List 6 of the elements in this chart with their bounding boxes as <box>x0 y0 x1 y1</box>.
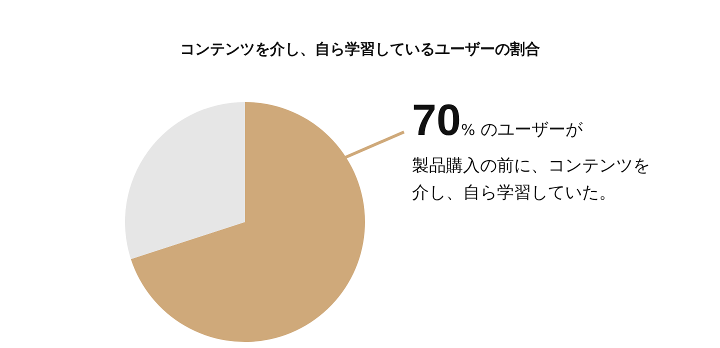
text: 製品購入の前に、コンテンツを <box>412 155 650 178</box>
text: 70% のユーザーが <box>412 96 583 145</box>
text: 介し、自ら学習していた。 <box>412 182 617 205</box>
pie-slice <box>125 102 245 260</box>
pie-slice <box>130 102 365 342</box>
chart-title: コンテンツを介し、自ら学習しているユーザーの割合 <box>179 40 541 59</box>
